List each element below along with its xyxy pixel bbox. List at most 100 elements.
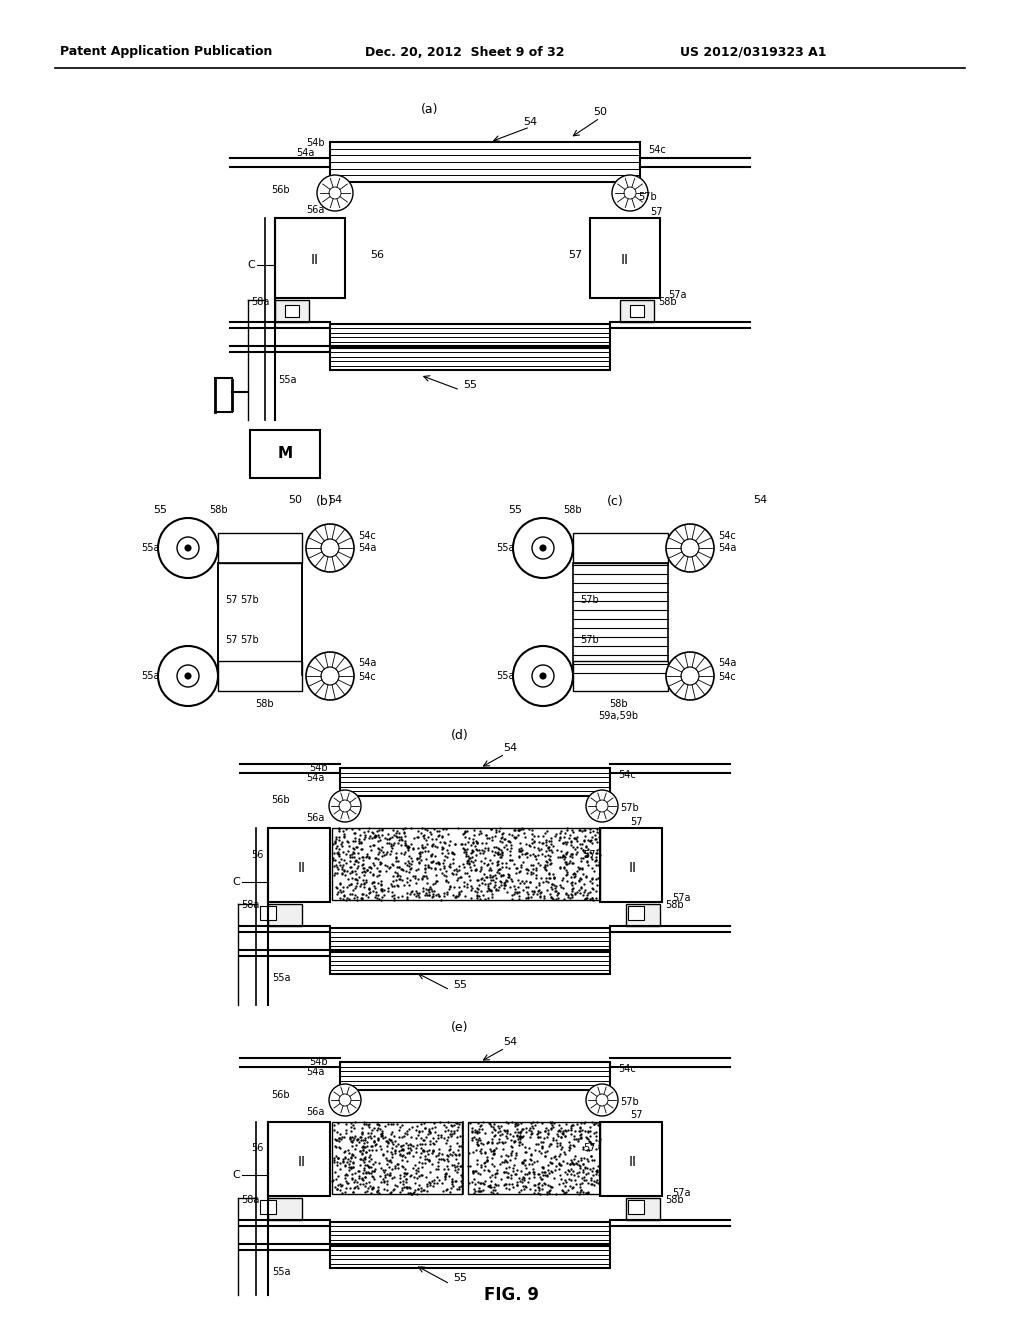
Point <box>451 1176 467 1197</box>
Point <box>436 1168 453 1189</box>
Point <box>341 836 357 857</box>
Point <box>582 1131 598 1152</box>
Point <box>425 833 441 854</box>
Point <box>453 1155 469 1176</box>
Point <box>345 1156 361 1177</box>
Point <box>414 1177 430 1199</box>
Point <box>577 830 593 851</box>
Point <box>406 1158 422 1179</box>
Point <box>436 1164 453 1185</box>
Point <box>469 1121 485 1142</box>
Point <box>394 1134 411 1155</box>
Point <box>371 825 387 846</box>
Point <box>534 833 550 854</box>
Point <box>453 1155 469 1176</box>
Point <box>348 857 365 878</box>
Point <box>367 1118 383 1139</box>
Point <box>535 1156 551 1177</box>
Point <box>329 1155 345 1176</box>
Point <box>490 862 507 883</box>
Point <box>429 1172 445 1193</box>
Point <box>523 1154 540 1175</box>
Point <box>583 842 599 863</box>
Point <box>342 846 358 867</box>
Point <box>517 1175 534 1196</box>
Point <box>369 866 385 887</box>
Point <box>579 887 595 908</box>
Point <box>421 1119 437 1140</box>
Point <box>460 1155 476 1176</box>
Point <box>580 1129 596 1150</box>
Point <box>588 1126 604 1147</box>
Point <box>384 1180 400 1201</box>
Point <box>396 843 413 865</box>
Circle shape <box>321 667 339 685</box>
Point <box>369 1114 385 1135</box>
Point <box>517 1155 534 1176</box>
Point <box>489 842 506 863</box>
Point <box>485 845 502 866</box>
Point <box>517 1164 534 1185</box>
Point <box>336 825 352 846</box>
Point <box>569 1150 586 1171</box>
Point <box>385 834 401 855</box>
Point <box>515 1170 531 1191</box>
Point <box>386 1167 402 1188</box>
Point <box>526 1173 543 1195</box>
Point <box>357 1167 374 1188</box>
Point <box>356 1147 373 1168</box>
Point <box>393 886 410 907</box>
Point <box>330 843 346 865</box>
Point <box>485 1176 502 1197</box>
Point <box>510 846 526 867</box>
Point <box>520 888 537 909</box>
Point <box>493 1121 509 1142</box>
Point <box>395 818 412 840</box>
Text: 54a: 54a <box>306 774 325 783</box>
Point <box>572 1180 589 1201</box>
Point <box>410 847 426 869</box>
Point <box>538 1144 554 1166</box>
Point <box>437 870 454 891</box>
Point <box>532 1168 549 1189</box>
Point <box>463 887 479 908</box>
Point <box>588 887 604 908</box>
Point <box>540 851 556 873</box>
Point <box>357 1142 374 1163</box>
Point <box>441 855 458 876</box>
Circle shape <box>540 545 546 550</box>
Point <box>499 870 515 891</box>
Point <box>378 843 394 865</box>
Point <box>531 882 548 903</box>
Point <box>529 1123 546 1144</box>
Point <box>537 855 553 876</box>
Point <box>506 1131 522 1152</box>
Text: 50: 50 <box>593 107 607 117</box>
Point <box>396 841 413 862</box>
Point <box>556 845 572 866</box>
Text: 57: 57 <box>630 817 642 828</box>
Point <box>441 876 458 898</box>
Point <box>370 887 386 908</box>
Point <box>365 1166 381 1187</box>
Point <box>486 1167 503 1188</box>
Point <box>506 820 522 841</box>
Point <box>499 1127 515 1148</box>
Point <box>357 1172 374 1193</box>
Point <box>431 825 447 846</box>
Point <box>490 879 507 900</box>
Point <box>419 833 435 854</box>
Point <box>414 842 430 863</box>
Point <box>482 857 499 878</box>
Point <box>347 861 364 882</box>
Point <box>347 1139 364 1160</box>
Point <box>343 873 359 894</box>
Point <box>433 843 450 865</box>
Point <box>444 1142 461 1163</box>
Point <box>365 873 381 894</box>
Point <box>442 1181 459 1203</box>
Point <box>498 1111 514 1133</box>
Point <box>333 849 349 870</box>
Point <box>460 846 476 867</box>
Point <box>460 832 476 853</box>
